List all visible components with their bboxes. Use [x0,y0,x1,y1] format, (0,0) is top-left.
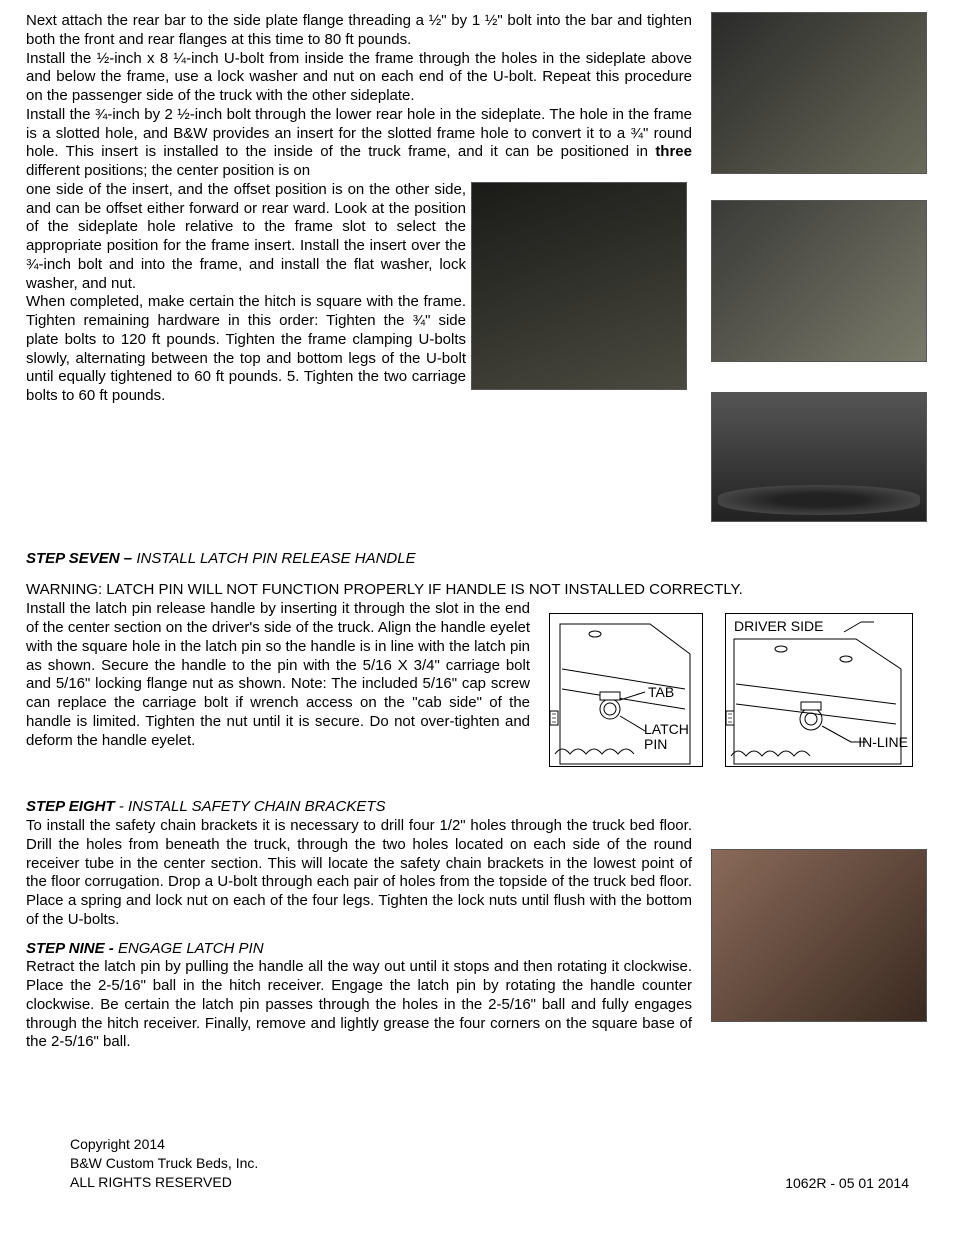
photo-underbody [471,182,687,390]
footer-docid: 1062R - 05 01 2014 [785,1175,909,1193]
para-ubolt: Install the ½-inch x 8 ¼-inch U-bolt fro… [26,50,692,106]
para-insert-bold: three [655,143,692,160]
para-tighten: When completed, make certain the hitch i… [26,293,466,406]
step7-heading-italic: INSTALL LATCH PIN RELEASE HANDLE [136,550,415,567]
para-insert-b: different positions; the center position… [26,162,310,179]
para-insert: Install the ¾-inch by 2 ½-inch bolt thro… [26,106,692,181]
footer-l2: B&W Custom Truck Beds, Inc. [70,1154,258,1173]
step9-heading-italic: ENGAGE LATCH PIN [118,940,264,957]
step8-heading-italic: - INSTALL SAFETY CHAIN BRACKETS [115,798,386,815]
photo-bottom [711,849,927,1022]
diagram-driver-side: DRIVER SIDE IN-LINE [725,613,913,767]
para-offset: one side of the insert, and the offset p… [26,181,466,294]
step9-body: Retract the latch pin by pulling the han… [26,958,692,1052]
para-insert-a: Install the ¾-inch by 2 ½-inch bolt thro… [26,106,692,161]
diagram-latch-tab: TAB LATCH PIN [549,613,703,767]
diag1-tab-label: TAB [648,684,674,702]
step7-body: Install the latch pin release handle by … [26,600,530,750]
step8-heading-bold: STEP EIGHT [26,798,115,815]
para-rear-bar: Next attach the rear bar to the side pla… [26,12,692,50]
photo-top-3 [711,392,927,522]
diag2-driver-label: DRIVER SIDE [734,618,823,636]
diag2-inline-label: IN-LINE [858,734,908,752]
step8-heading: STEP EIGHT - INSTALL SAFETY CHAIN BRACKE… [26,798,934,817]
diag1-latchpin-label: LATCH PIN [644,722,702,751]
step7-heading: STEP SEVEN – INSTALL LATCH PIN RELEASE H… [26,550,934,569]
photo-top-1 [711,12,927,174]
step8-body: To install the safety chain brackets it … [26,817,692,930]
footer-copyright: Copyright 2014 B&W Custom Truck Beds, In… [70,1135,258,1192]
footer-l1: Copyright 2014 [70,1135,258,1154]
step7-warning: WARNING: LATCH PIN WILL NOT FUNCTION PRO… [26,581,934,600]
step9-heading-bold: STEP NINE - [26,940,118,957]
footer-l3: ALL RIGHTS RESERVED [70,1173,258,1192]
step7-heading-bold: STEP SEVEN – [26,550,136,567]
photo-top-2 [711,200,927,362]
